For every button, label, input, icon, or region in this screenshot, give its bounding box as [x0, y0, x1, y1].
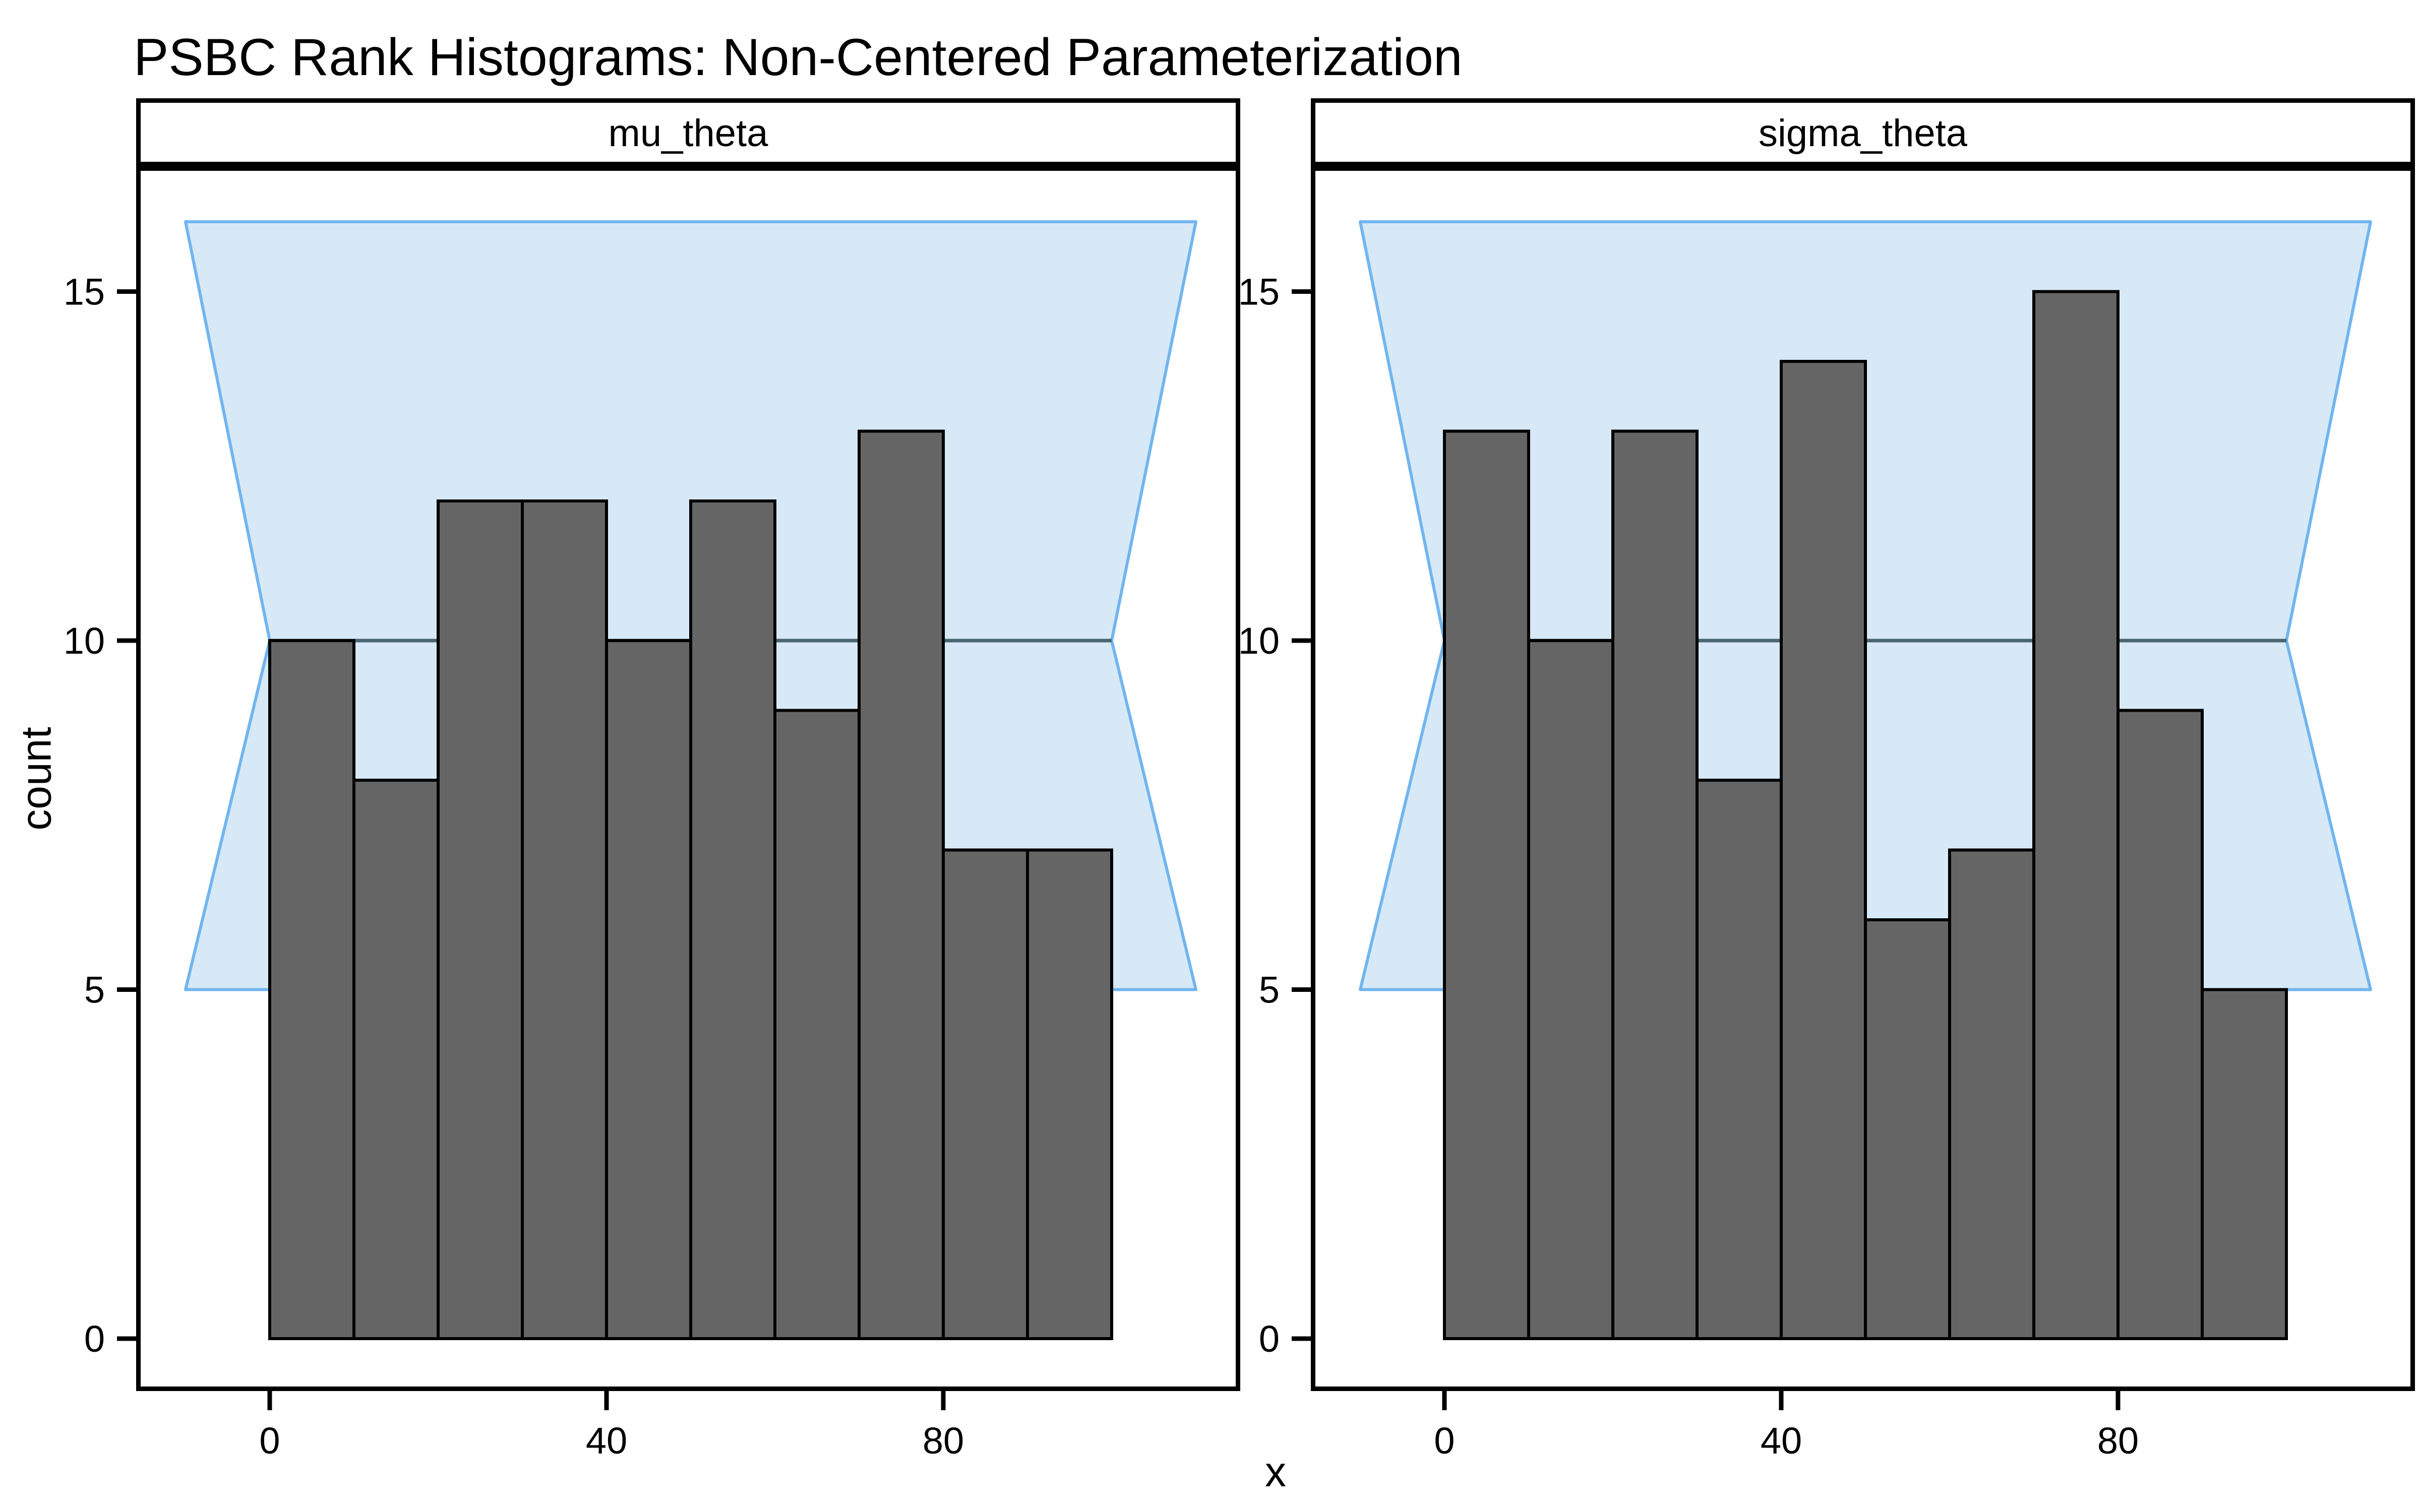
- histogram-bar: [942, 848, 1029, 1340]
- histogram-bar: [437, 499, 524, 1340]
- chart-layer: 0 5 10 15 0 40 80 0 5 10 15 0 40 80: [64, 166, 2415, 1462]
- facet-label-sigma-theta: sigma_theta: [1759, 112, 1968, 155]
- histogram-bar: [2116, 709, 2204, 1340]
- histogram-bar: [521, 499, 608, 1340]
- histogram-bar: [689, 499, 776, 1340]
- y-tick-label: 15: [1238, 271, 1280, 313]
- histogram-bar: [1696, 779, 1783, 1340]
- chart-title: PSBC Rank Histograms: Non-Centered Param…: [134, 28, 1463, 87]
- x-tick-label: 40: [586, 1420, 627, 1462]
- histogram-bar: [1864, 918, 1951, 1340]
- histogram-bar: [1611, 429, 1699, 1340]
- x-tick-label: 40: [1761, 1420, 1802, 1462]
- facet-strip-left: [136, 98, 1240, 166]
- y-tick-label: 15: [64, 271, 105, 313]
- histogram-bar: [268, 639, 355, 1340]
- histogram-bar: [773, 709, 861, 1340]
- x-tick-label: 0: [1434, 1420, 1455, 1462]
- x-tick-label: 0: [259, 1420, 280, 1462]
- histogram-bar: [1527, 639, 1614, 1340]
- histogram-bar: [1026, 848, 1113, 1340]
- x-axis-title: x: [1265, 1448, 1286, 1495]
- y-tick-label: 5: [84, 969, 105, 1011]
- y-tick-label: 0: [1259, 1318, 1280, 1360]
- histogram-bar: [858, 429, 945, 1340]
- x-tick-label: 80: [2097, 1420, 2139, 1462]
- histogram-bar: [1443, 429, 1530, 1340]
- y-tick-label: 10: [64, 620, 105, 662]
- panel-mu_theta: [136, 166, 1240, 1391]
- histogram-bar: [1780, 360, 1867, 1340]
- histogram-bar: [352, 779, 440, 1340]
- facet-strip-right: [1311, 98, 2415, 166]
- y-tick-label: 5: [1259, 969, 1280, 1011]
- facet-label-mu-theta: mu_theta: [609, 112, 769, 155]
- histogram-bar: [605, 639, 692, 1340]
- y-tick-label: 10: [1238, 620, 1280, 662]
- histogram-bar: [2032, 290, 2120, 1340]
- panel-sigma_theta: [1311, 166, 2415, 1391]
- panel-border: [136, 166, 1240, 1391]
- histogram-bar: [1948, 848, 2035, 1340]
- panel-border: [1311, 166, 2415, 1391]
- y-tick-label: 0: [84, 1318, 105, 1360]
- x-tick-label: 80: [923, 1420, 964, 1462]
- histogram-bar: [2201, 988, 2288, 1340]
